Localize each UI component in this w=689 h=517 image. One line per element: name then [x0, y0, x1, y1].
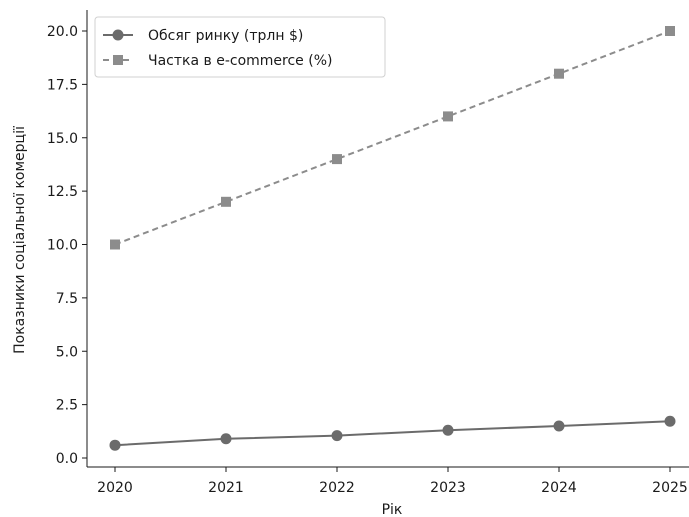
legend-marker: [113, 55, 123, 65]
legend-frame: [94, 16, 386, 78]
data-point: [554, 68, 564, 79]
y-tick-label: 10.0: [47, 238, 78, 254]
series-line: [114, 420, 671, 447]
data-point: [109, 439, 121, 451]
x-axis: 2020 2021 2022 2023 2024 2025: [87, 466, 689, 496]
legend-label: Обсяг ринку (трлн $): [148, 28, 303, 44]
y-tick-label: 2.5: [56, 398, 78, 414]
x-axis-title: Рік: [382, 502, 403, 517]
legend-marker: [112, 29, 124, 41]
data-point: [221, 196, 231, 207]
data-point: [553, 420, 565, 432]
series-1: [109, 415, 676, 451]
x-tick-label: 2020: [97, 480, 133, 496]
y-tick-label: 0.0: [56, 451, 78, 467]
y-tick-label: 7.5: [56, 291, 78, 307]
data-point: [110, 239, 120, 250]
legend-label: Частка в e-commerce (%): [148, 53, 332, 69]
legend-entry: Обсяг ринку (трлн $): [103, 28, 303, 44]
y-axis: 0.0 2.5 5.0 7.5 10.0 12.5 15.0 17.5 20.0: [47, 10, 88, 467]
y-tick-label: 12.5: [47, 184, 78, 200]
x-tick-label: 2022: [319, 480, 355, 496]
legend-entries: Обсяг ринку (трлн $) Частка в e-commerce …: [103, 28, 332, 69]
y-tick-label: 5.0: [56, 344, 78, 360]
data-point: [331, 430, 343, 442]
x-ticks: 2020 2021 2022 2023 2024 2025: [97, 467, 688, 496]
y-tick-label: 15.0: [47, 131, 78, 147]
legend: Обсяг ринку (трлн $) Частка в e-commerce …: [94, 16, 386, 78]
data-point: [443, 111, 453, 122]
data-point: [665, 26, 675, 36]
x-tick-label: 2025: [652, 480, 688, 496]
x-tick-label: 2021: [208, 480, 244, 496]
data-point: [220, 433, 232, 445]
data-point: [332, 154, 342, 165]
y-ticks: 0.0 2.5 5.0 7.5 10.0 12.5 15.0 17.5 20.0: [47, 24, 87, 467]
x-tick-label: 2023: [430, 480, 466, 496]
data-point: [664, 415, 676, 427]
y-tick-label: 20.0: [47, 24, 78, 40]
series-layer: [109, 26, 676, 451]
x-tick-label: 2024: [541, 480, 577, 496]
y-tick-label: 17.5: [47, 77, 78, 93]
legend-entry: Частка в e-commerce (%): [103, 53, 332, 69]
data-point: [442, 424, 454, 436]
series-line: [114, 30, 671, 246]
series-2: [110, 26, 675, 250]
y-axis-title: Показники соціальної комерції: [12, 126, 28, 354]
